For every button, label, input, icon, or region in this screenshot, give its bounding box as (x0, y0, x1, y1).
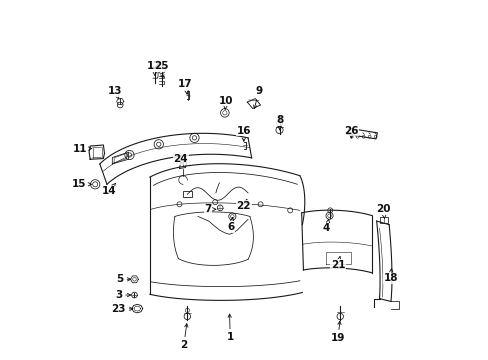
Text: 11: 11 (73, 144, 92, 154)
Text: 20: 20 (376, 204, 390, 219)
Text: 13: 13 (108, 86, 122, 99)
Text: 17: 17 (178, 79, 192, 94)
Text: 2: 2 (180, 324, 187, 350)
Text: 26: 26 (343, 126, 358, 138)
Text: 4: 4 (322, 219, 330, 233)
Text: 22: 22 (236, 199, 250, 211)
Text: 12: 12 (147, 62, 162, 76)
Text: 9: 9 (253, 86, 262, 108)
Text: 3: 3 (115, 290, 130, 300)
Text: 15: 15 (72, 179, 91, 189)
Text: 1: 1 (226, 314, 233, 342)
Text: 14: 14 (101, 184, 116, 197)
Text: 21: 21 (330, 256, 345, 270)
FancyBboxPatch shape (183, 192, 191, 197)
Text: 10: 10 (218, 96, 233, 109)
Text: 5: 5 (116, 274, 130, 284)
Text: 25: 25 (154, 62, 168, 78)
Text: 18: 18 (383, 269, 397, 283)
Text: 24: 24 (173, 154, 188, 165)
Text: 16: 16 (236, 126, 250, 141)
Text: 8: 8 (276, 115, 283, 130)
FancyBboxPatch shape (380, 217, 387, 223)
Text: 23: 23 (111, 304, 133, 314)
Text: 7: 7 (204, 204, 215, 214)
Text: 6: 6 (227, 217, 234, 232)
Text: 19: 19 (330, 321, 345, 343)
